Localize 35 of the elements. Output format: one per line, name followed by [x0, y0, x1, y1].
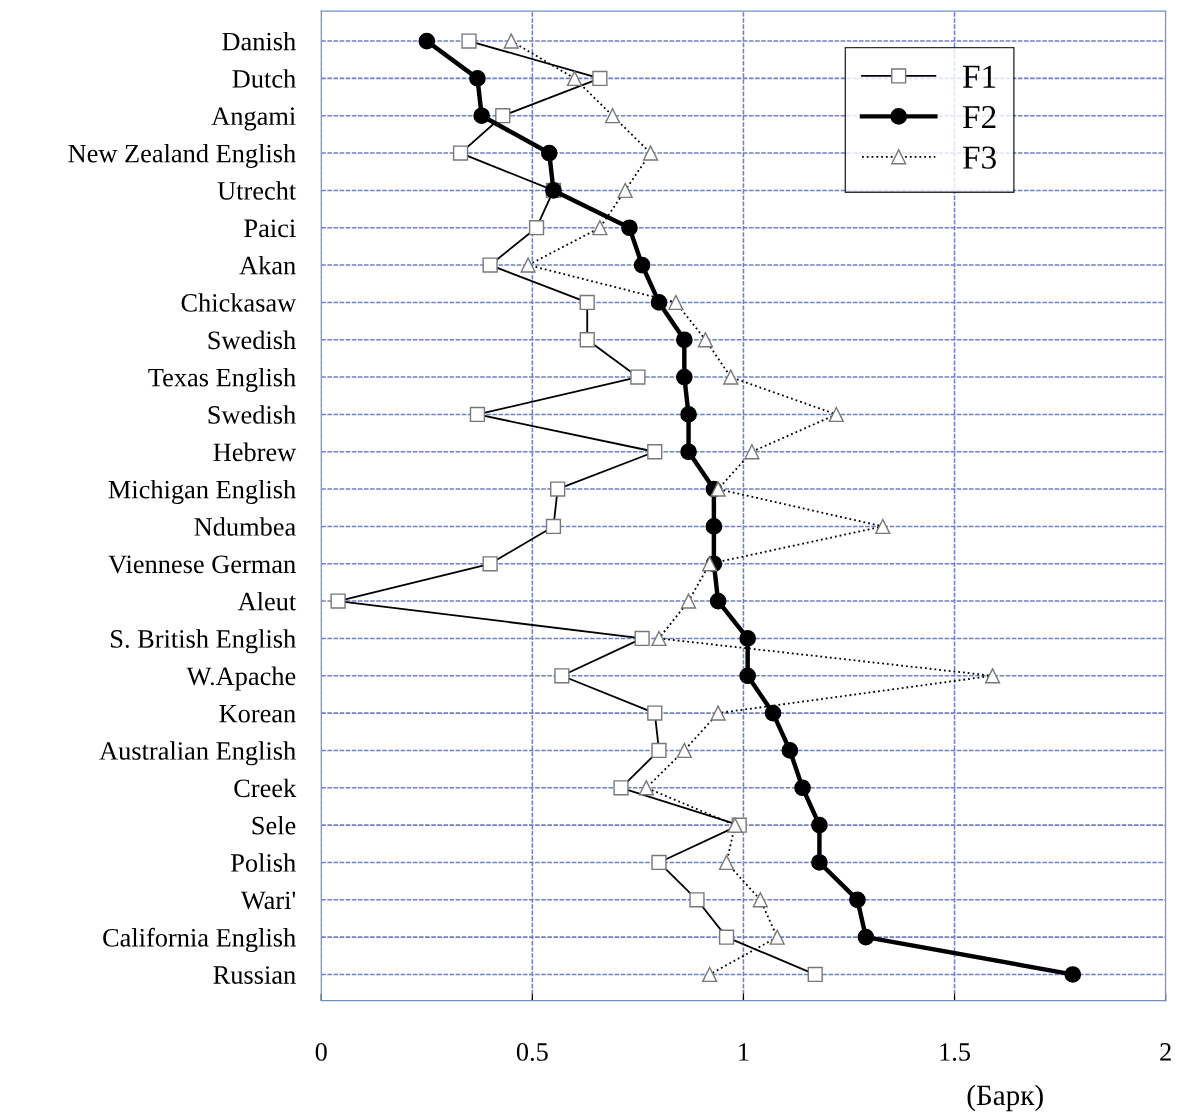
legend-label: F1	[962, 65, 996, 88]
y-tick-label: Wari'	[240, 891, 296, 910]
x-tick-label: 0.5	[516, 1043, 548, 1061]
y-tick-label: S. British English	[111, 629, 296, 654]
y-tick-label: Swedish	[208, 405, 296, 424]
y-tick-label: California English	[103, 927, 296, 953]
y-tick-label: Creek	[234, 778, 297, 798]
y-tick-label: Michigan English	[108, 479, 296, 504]
y-tick-label: Paici	[244, 219, 296, 238]
x-tick-label: 0	[315, 1043, 327, 1061]
y-tick-label: Utrecht	[217, 181, 297, 200]
y-tick-label: Angami	[211, 107, 296, 131]
y-tick-label: W.Apache	[186, 666, 296, 691]
legend-label: F2	[962, 105, 996, 129]
y-tick-label: Australian English	[99, 741, 296, 766]
y-tick-label: Polish	[230, 853, 296, 872]
y-tick-label: Chickasaw	[181, 293, 297, 312]
y-tick-label: Swedish	[208, 330, 296, 350]
y-tick-label: Ndumbea	[194, 517, 296, 536]
x-tick-label: 2	[1160, 1043, 1171, 1061]
y-tick-label: New Zealand English	[68, 143, 296, 168]
y-tick-label: Aleut	[237, 591, 297, 611]
y-tick-label: Akan	[239, 255, 296, 275]
y-tick-label: Sele	[252, 815, 296, 835]
legend-label: F3	[962, 146, 996, 169]
y-tick-label: Korean	[219, 704, 296, 723]
y-tick-label: Viennese German	[108, 555, 296, 574]
x-axis-title: (Барк)	[967, 1084, 1043, 1112]
y-tick-label: Russian	[213, 966, 296, 984]
x-tick-label: 1	[739, 1043, 749, 1061]
y-tick-label: Texas English	[148, 367, 296, 392]
y-tick-label: Dutch	[232, 69, 296, 88]
y-tick-label: Danish	[222, 31, 296, 51]
y-tick-label: Hebrew	[213, 442, 297, 462]
x-tick-label: 1.5	[940, 1043, 971, 1061]
